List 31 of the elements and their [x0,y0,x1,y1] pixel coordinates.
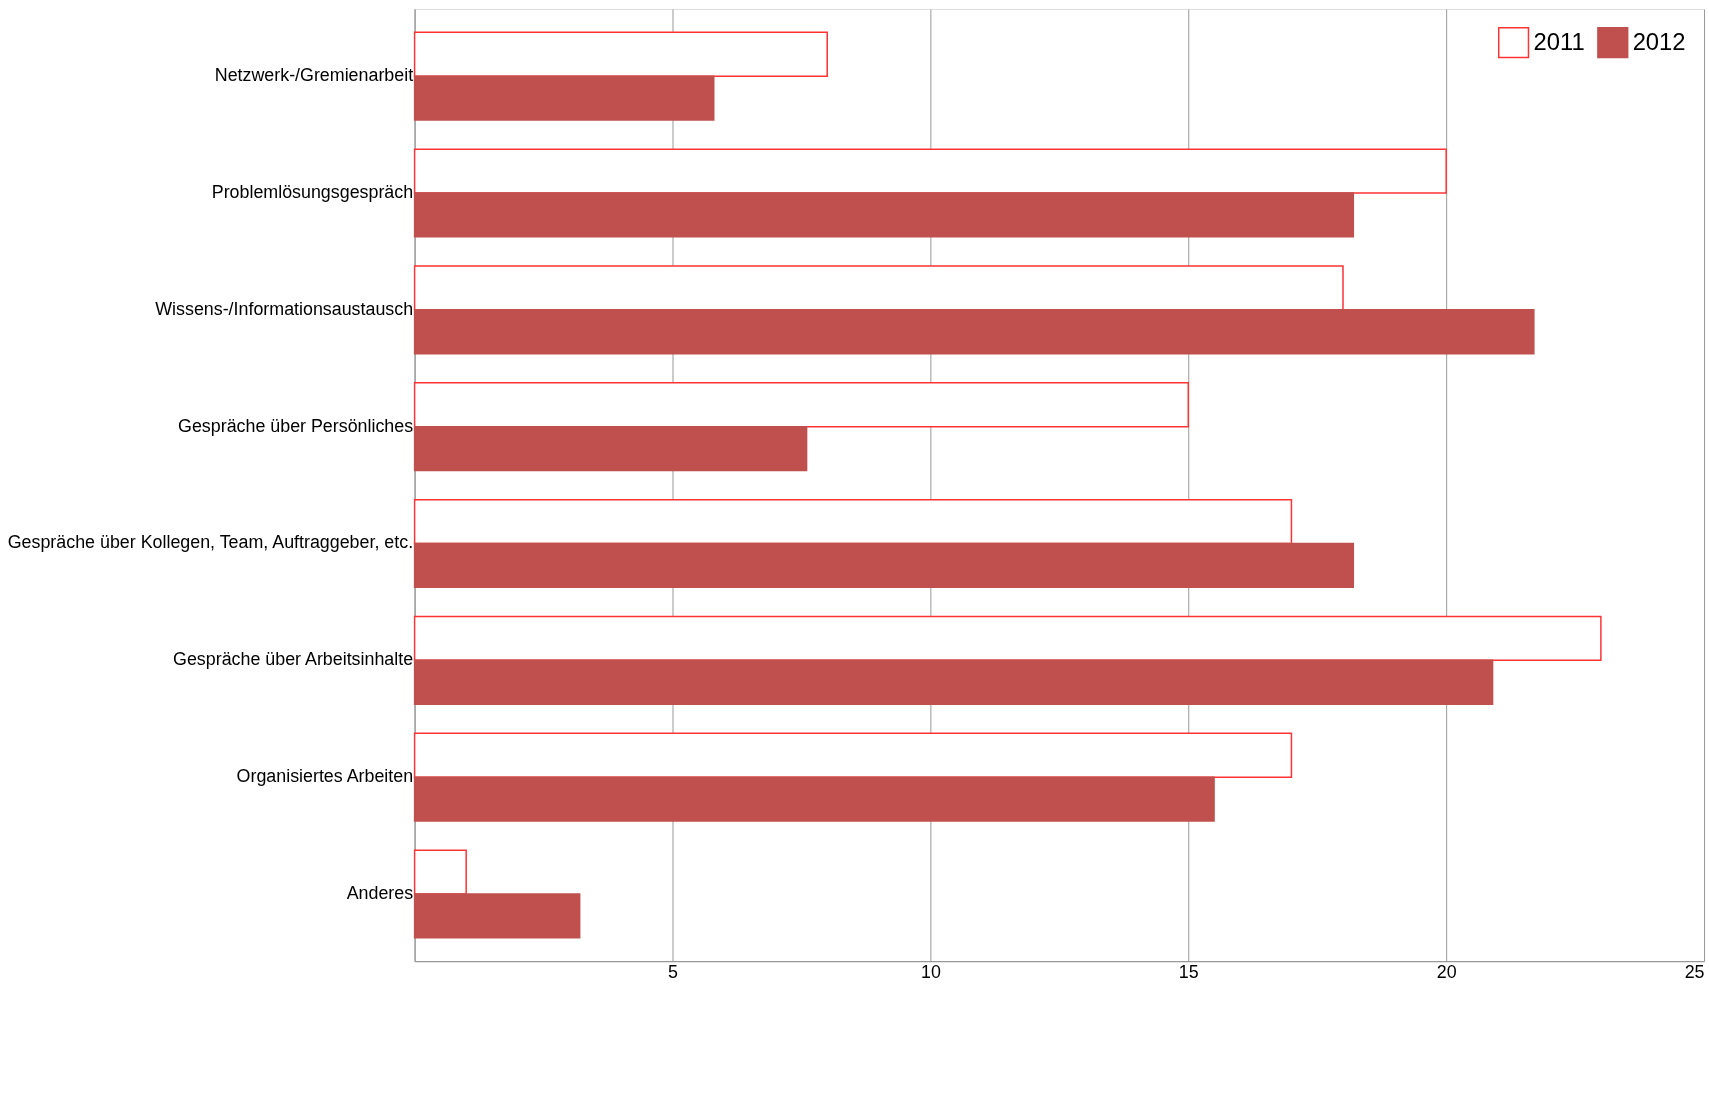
bar [413,309,1535,355]
bar [413,31,828,77]
bar [413,542,1355,589]
y-tick-label: Netzwerk-/Gremienarbeit [214,65,414,86]
x-tick-label: 20 [1436,961,1457,982]
bar [413,893,581,939]
y-tick-label: Organisiertes Arbeiten [236,766,414,787]
x-tick-label: 10 [920,961,941,982]
y-tick-label: Gespräche über Kollegen, Team, Auftraggeber, etc. [7,532,414,553]
bar [413,615,1602,662]
bar [413,659,1494,705]
bar [413,148,1447,194]
x-tick-label: 15 [1178,961,1199,982]
y-tick-label: Gespräche über Persönliches [178,415,414,436]
bar [413,849,467,895]
bar [413,265,1344,311]
bar [413,425,808,472]
bar [413,732,1293,778]
y-tick-label: Wissens-/Informationsaustausch [155,298,414,319]
bar [413,382,1190,428]
legend-label: 2012 [1632,27,1686,55]
x-tick-label: 25 [1684,961,1705,982]
bar [413,776,1215,822]
x-tick-label: 5 [668,961,679,982]
bar [413,75,715,121]
y-tick-label: Problemlösungsgespräch [211,181,414,202]
legend-label: 2011 [1533,27,1585,55]
y-tick-label: Gespräche über Arbeitsinhalte [173,649,414,670]
bar [413,192,1355,238]
bar [413,498,1293,545]
y-tick-label: Anderes [346,882,414,903]
